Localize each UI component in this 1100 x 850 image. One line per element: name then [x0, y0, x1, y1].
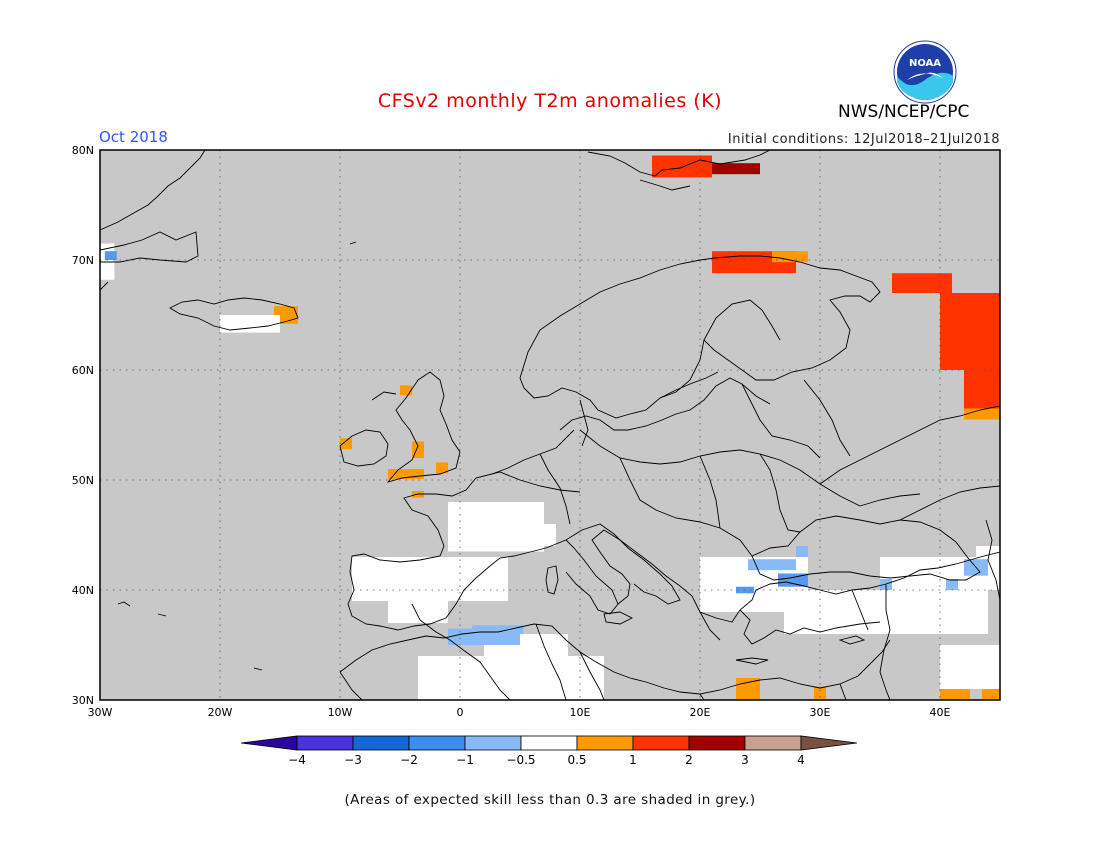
anomaly-patch-spain-neutral-1 [352, 557, 508, 601]
legend-tick-3: 3 [741, 753, 749, 767]
anomaly-patch-greenland-cool [104, 251, 117, 260]
legend-color-box [520, 735, 578, 751]
legend-arrow-low [240, 735, 298, 751]
anomaly-patch-svalbard-warm [652, 155, 712, 178]
color-legend: −4 −3 −2 −1 −0.5 0.5 1 2 3 4 [240, 735, 858, 767]
anomaly-patch-algeria-cool-2 [472, 625, 524, 634]
legend-tick-labels: −4 −3 −2 −1 −0.5 0.5 1 2 3 4 [288, 753, 805, 767]
anomaly-patch-scotland-orange [400, 385, 412, 396]
anomaly-patch-levant-neutral [940, 645, 1000, 689]
anomaly-patch-blacksea-cool [748, 559, 796, 571]
noaa-logo: NOAA [893, 40, 957, 104]
legend-tick-0-5: 0.5 [567, 753, 586, 767]
anomaly-patch-uk-orange-3 [436, 462, 448, 474]
legend-color-box [296, 735, 354, 751]
lon-label-20e: 20E [690, 706, 711, 719]
legend-color-box [688, 735, 746, 751]
legend-tick-minus2: −2 [400, 753, 418, 767]
anomaly-patch-france-neutral-2 [496, 524, 556, 546]
legend-tick-minus4: −4 [288, 753, 306, 767]
anomaly-patch-ireland-orange [340, 438, 352, 450]
initial-conditions: Initial conditions: 12Jul2018–21Jul2018 [727, 132, 1000, 147]
lon-label-30e: 30E [810, 706, 831, 719]
legend-color-box [744, 735, 802, 751]
legend-color-box [576, 735, 634, 751]
map-title: CFSv2 monthly T2m anomalies (K) [377, 90, 723, 112]
anomaly-patch-armenia-cool [946, 579, 958, 590]
anomaly-patch-uk-orange-2 [388, 469, 424, 479]
lon-label-30w: 30W [88, 706, 113, 719]
anomaly-patch-spain-neutral-2 [388, 601, 448, 623]
legend-arrow-high [800, 735, 858, 751]
anomaly-patch-russia-orange [964, 408, 1000, 420]
legend-tick-minus3: −3 [344, 753, 362, 767]
lat-label-80n: 80N [72, 144, 94, 157]
anomaly-map: 80N 70N 60N 50N 40N 30N 30W 20W 10W 0 10… [72, 144, 1001, 719]
legend-tick-1: 1 [629, 753, 637, 767]
lon-label-40e: 40E [930, 706, 951, 719]
anomaly-patch-barents-warm [892, 273, 952, 293]
lat-label-60n: 60N [72, 364, 94, 377]
anomaly-patch-russia-warm-2 [964, 370, 1000, 409]
lat-label-30n: 30N [72, 694, 94, 707]
anomaly-patch-north-cape-orange [772, 251, 808, 263]
forecast-month: Oct 2018 [99, 128, 168, 146]
anomaly-patch-iraq-orange [940, 689, 970, 700]
lat-label-40n: 40N [72, 584, 94, 597]
map-frame [99, 149, 1001, 701]
lon-label-10w: 10W [328, 706, 353, 719]
lat-label-70n: 70N [72, 254, 94, 267]
longitude-labels: 30W 20W 10W 0 10E 20E 30E 40E [88, 706, 951, 719]
legend-tick-minus0-5: −0.5 [506, 753, 535, 767]
agency-label: NWS/NCEP/CPC [838, 102, 970, 122]
legend-tick-2: 2 [685, 753, 693, 767]
anomaly-patch-marmara-cool [778, 573, 808, 587]
anomaly-patch-crete-orange [736, 678, 760, 700]
latitude-labels: 80N 70N 60N 50N 40N 30N [72, 144, 94, 707]
legend-color-box [352, 735, 410, 751]
lon-label-0: 0 [457, 706, 464, 719]
skill-footnote: (Areas of expected skill less than 0.3 a… [344, 792, 756, 808]
anomaly-patch-iceland-neutral [220, 315, 280, 333]
anomaly-patch-bulgaria-cool [796, 546, 808, 557]
legend-tick-4: 4 [797, 753, 805, 767]
lon-label-10e: 10E [570, 706, 591, 719]
anomaly-patch-russia-warm-1 [940, 293, 1000, 370]
legend-color-box [464, 735, 522, 751]
legend-color-box [408, 735, 466, 751]
lat-label-50n: 50N [72, 474, 94, 487]
lon-label-20w: 20W [208, 706, 233, 719]
anomaly-patch-svalbard-hot [712, 163, 760, 175]
logo-text: NOAA [909, 58, 941, 69]
legend-tick-minus1: −1 [456, 753, 474, 767]
anomaly-patch-egypt-orange [814, 686, 826, 700]
coastlines [100, 150, 1000, 700]
legend-color-box [632, 735, 690, 751]
